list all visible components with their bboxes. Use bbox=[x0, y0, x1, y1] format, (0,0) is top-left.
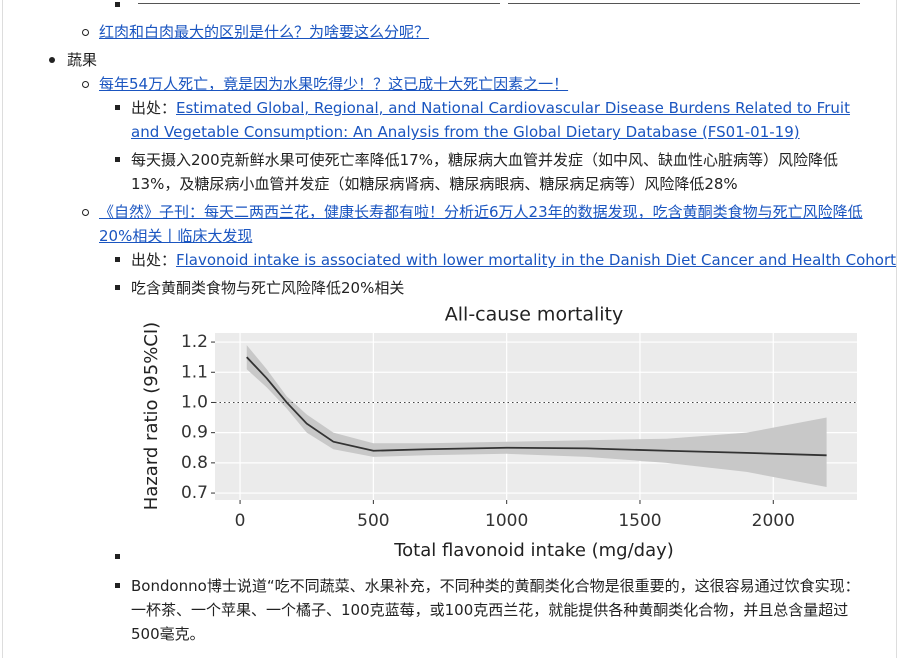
y-axis-label: Hazard ratio (95%CI) bbox=[141, 322, 162, 510]
x-tick-label: 2000 bbox=[752, 511, 795, 531]
y-tick-label: 1.1 bbox=[181, 362, 208, 382]
bullet bbox=[115, 554, 120, 559]
link[interactable]: Flavonoid intake is associated with lowe… bbox=[176, 251, 897, 269]
x-tick-label: 1500 bbox=[618, 511, 661, 531]
chart-title: All-cause mortality bbox=[445, 304, 623, 326]
y-tick-label: 0.7 bbox=[181, 483, 208, 503]
x-tick-label: 500 bbox=[357, 511, 389, 531]
y-tick-label: 0.8 bbox=[181, 453, 208, 473]
text: 每天摄入200克新鲜水果可使死亡率降低17%，糖尿病大血管并发症（如中风、缺血性… bbox=[131, 151, 838, 193]
rule bbox=[508, 3, 860, 4]
rule bbox=[138, 3, 500, 4]
text: Bondonno博士说道“吃不同蔬菜、水果补充，不同种类的黄酮类化合物是很重要的… bbox=[131, 577, 860, 643]
section-label: 蔬果 bbox=[67, 51, 98, 69]
link[interactable]: Estimated Global, Regional, and National… bbox=[131, 99, 850, 141]
chart: All-cause mortality Total flavonoid inta… bbox=[141, 304, 857, 561]
bullet bbox=[115, 2, 120, 7]
y-tick-label: 1.0 bbox=[181, 392, 208, 412]
bullet bbox=[82, 81, 89, 88]
link[interactable]: 红肉和白肉最大的区别是什么？为啥要这么分呢？ bbox=[99, 23, 430, 41]
y-tick-label: 0.9 bbox=[181, 423, 208, 443]
bullet bbox=[82, 209, 89, 216]
bullet bbox=[115, 105, 120, 110]
prefix: 出处： bbox=[131, 251, 177, 269]
plot-background bbox=[215, 333, 857, 500]
bullet bbox=[82, 29, 89, 36]
x-tick-label: 1000 bbox=[485, 511, 528, 531]
x-axis-label: Total flavonoid intake (mg/day) bbox=[393, 540, 674, 561]
prefix: 出处： bbox=[131, 99, 177, 117]
bullet bbox=[115, 157, 120, 162]
link[interactable]: 每年54万人死亡，竟是因为水果吃得少！？这已成十大死亡因素之一！ bbox=[99, 75, 569, 93]
text: 吃含黄酮类食物与死亡风险降低20%相关 bbox=[131, 279, 405, 297]
link[interactable]: 《自然》子刊：每天二两西兰花，健康长寿都有啦！分析近6万人23年的数据发现，吃含… bbox=[99, 203, 863, 245]
bullet bbox=[49, 57, 55, 63]
line bbox=[246, 356, 827, 457]
bullet bbox=[115, 285, 120, 290]
x-tick-label: 0 bbox=[235, 511, 246, 531]
y-tick-label: 1.2 bbox=[181, 332, 208, 352]
bullet bbox=[115, 257, 120, 262]
bullet bbox=[115, 583, 120, 588]
